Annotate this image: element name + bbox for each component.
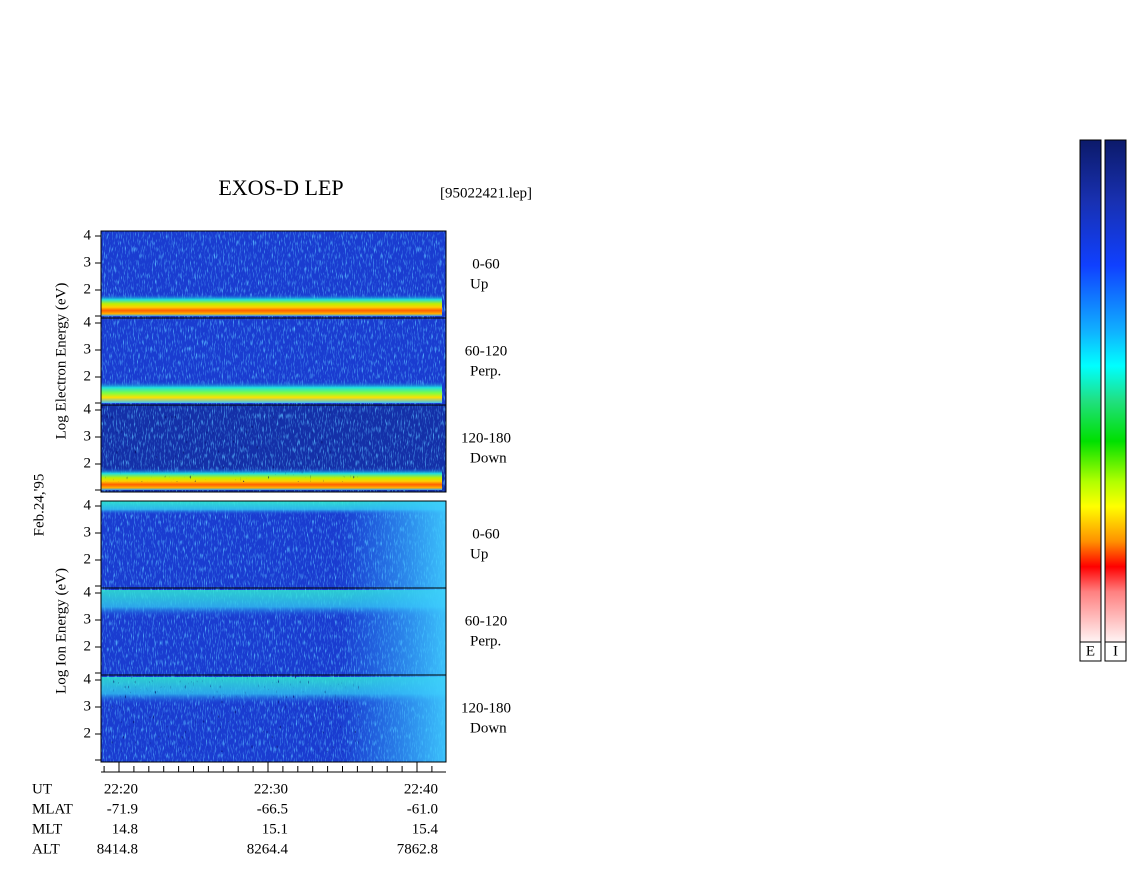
spectrogram-dots	[101, 405, 361, 482]
direction-label: Perp.	[470, 363, 501, 379]
direction-label: Down	[470, 720, 507, 736]
file-name: [95022421.lep]	[440, 185, 532, 201]
y-tick-label: 3	[84, 254, 92, 270]
ephemeris-value: 15.4	[412, 821, 439, 837]
direction-label: Perp.	[470, 633, 501, 649]
group-label: Log Ion Energy (eV)	[53, 568, 69, 694]
ephemeris-value: 14.8	[112, 821, 138, 837]
spectrogram-edge	[341, 588, 446, 675]
y-tick-label: 2	[84, 638, 92, 654]
y-tick-label: 4	[84, 227, 92, 243]
ephemeris-value: 15.1	[262, 821, 288, 837]
colorbar-label: E	[1086, 643, 1095, 659]
range-label: 60-120	[465, 343, 508, 359]
y-tick-label: 2	[84, 455, 92, 471]
spectrogram-dots	[101, 675, 361, 752]
colorbar	[1079, 139, 1102, 643]
y-tick-label: 2	[84, 725, 92, 741]
panel-frame	[100, 404, 447, 493]
y-tick-label: 4	[84, 314, 92, 330]
title: EXOS-D LEP	[218, 175, 343, 200]
ephemeris-value: 8414.8	[97, 841, 138, 857]
ephemeris-value: 8264.4	[247, 841, 289, 857]
range-label: 60-120	[465, 613, 508, 629]
range-label: 120-180	[461, 700, 511, 716]
range-label: 0-60	[472, 526, 500, 542]
ephemeris-name: MLAT	[32, 801, 73, 817]
ephemeris-value: -66.5	[257, 801, 288, 817]
ephemeris-value: 22:40	[404, 781, 438, 797]
range-label: 0-60	[472, 256, 500, 272]
y-tick-label: 3	[84, 428, 92, 444]
colorbar-label: I	[1113, 643, 1118, 659]
direction-label: Up	[470, 276, 488, 292]
y-tick-label: 3	[84, 611, 92, 627]
ephemeris-name: ALT	[32, 841, 60, 857]
y-tick-label: 3	[84, 524, 92, 540]
range-label: 120-180	[461, 430, 511, 446]
panel-frame	[100, 674, 447, 763]
colorbar-label-box	[1104, 641, 1127, 662]
ephemeris-name: MLT	[32, 821, 62, 837]
spectrogram-edge	[341, 501, 446, 588]
date-label: Feb.24,'95	[31, 474, 47, 537]
ephemeris-value: 7862.8	[397, 841, 438, 857]
y-tick-label: 4	[84, 497, 92, 513]
ephemeris-value: 22:20	[104, 781, 138, 797]
ephemeris-name: UT	[32, 781, 52, 797]
spectrogram-band	[101, 381, 442, 403]
direction-label: Down	[470, 450, 507, 466]
ephemeris-value: 22:30	[254, 781, 288, 797]
y-tick-label: 2	[84, 368, 92, 384]
y-tick-label: 2	[84, 551, 92, 567]
y-tick-label: 4	[84, 401, 92, 417]
y-tick-label: 2	[84, 281, 92, 297]
y-tick-label: 3	[84, 698, 92, 714]
y-tick-label: 4	[84, 671, 92, 687]
group-label: Log Electron Energy (eV)	[53, 283, 69, 440]
ephemeris-value: -61.0	[407, 801, 438, 817]
y-tick-label: 4	[84, 584, 92, 600]
spectrogram-band	[101, 294, 442, 316]
colorbar-label-box	[1079, 641, 1102, 662]
colorbar	[1104, 139, 1127, 643]
ephemeris-value: -71.9	[107, 801, 138, 817]
direction-label: Up	[470, 546, 488, 562]
y-tick-label: 3	[84, 341, 92, 357]
